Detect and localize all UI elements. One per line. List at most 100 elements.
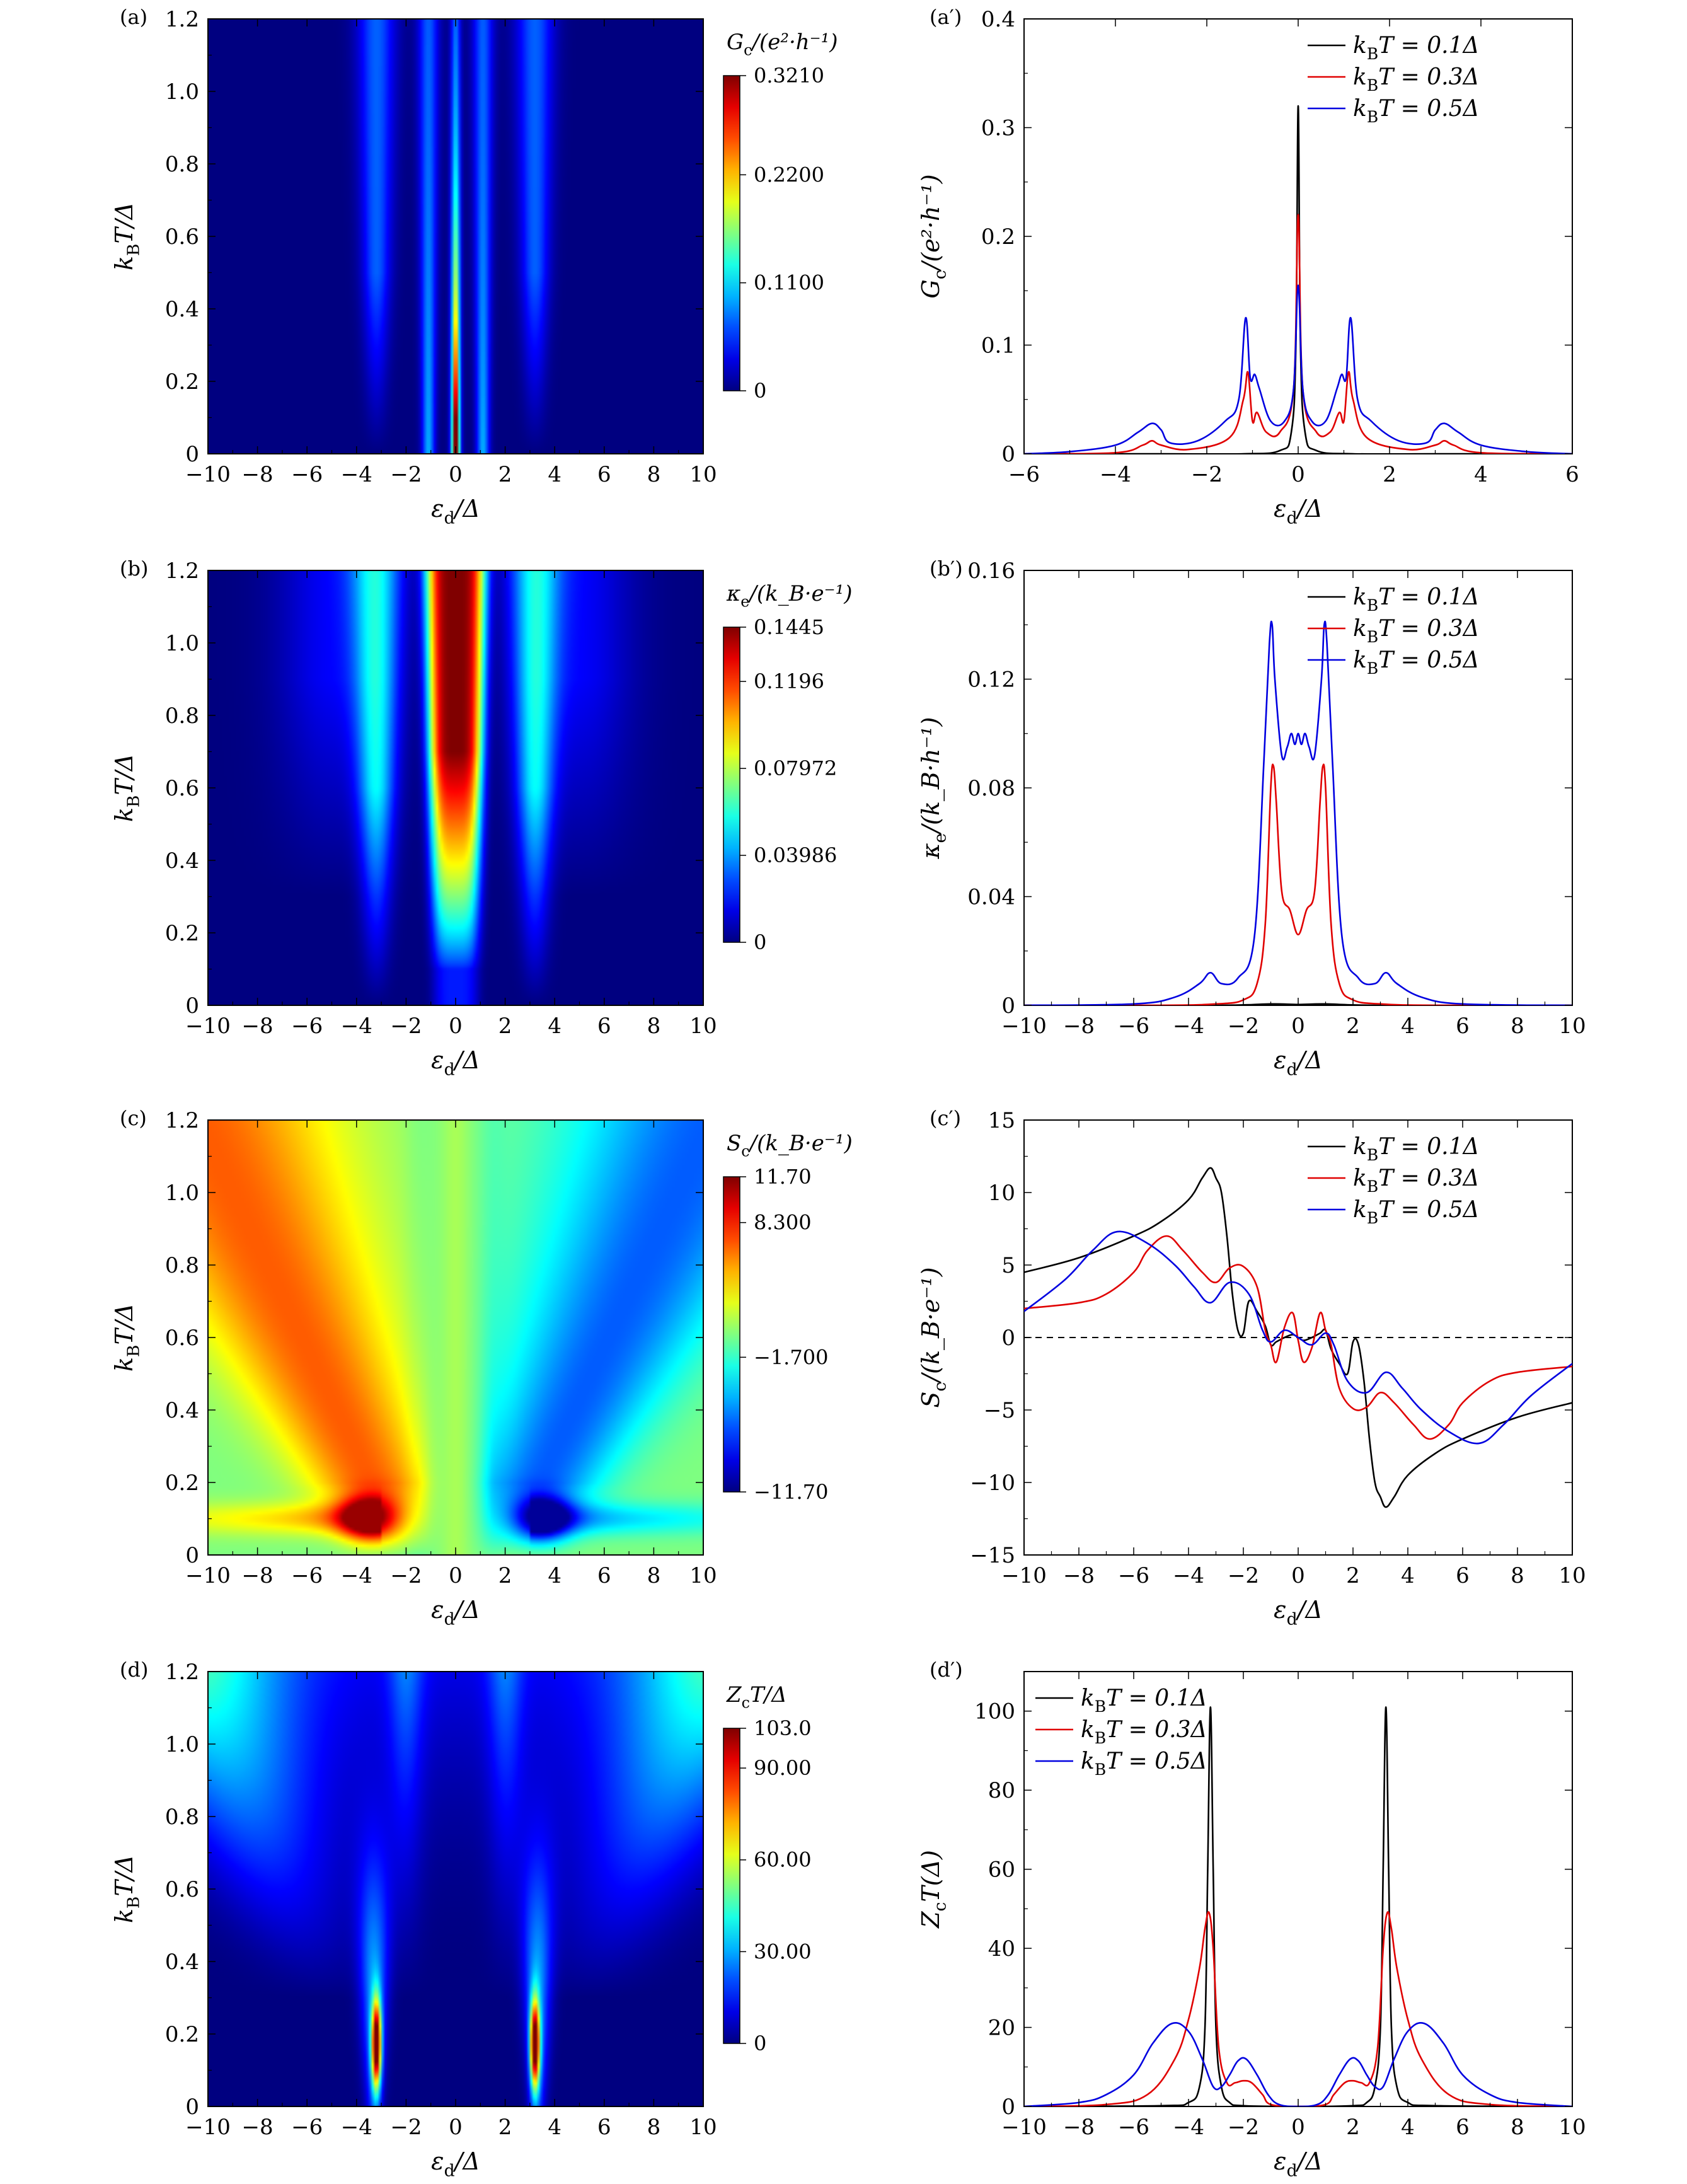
x-axis-label: εd/Δ — [431, 2147, 480, 2181]
colorbar-tick-label: 8.300 — [754, 1211, 812, 1235]
x-axis-label-tail: /Δ — [1295, 2147, 1323, 2175]
legend-rest: T = 0.1Δ — [1378, 1134, 1479, 1160]
x-tick-label: −2 — [1191, 462, 1223, 487]
legend-k: k — [1353, 64, 1367, 90]
colorbar-title: Sc/(k_B·e⁻¹) — [727, 1131, 853, 1160]
legend-entry: kBT = 0.5Δ — [1353, 647, 1480, 678]
panel-label: (a) — [120, 5, 147, 29]
x-tick-label: 2 — [498, 1014, 512, 1039]
x-tick-label: −4 — [1173, 1563, 1204, 1588]
y-tick-label: 1.0 — [165, 1732, 199, 1757]
x-tick-label: −8 — [242, 1014, 273, 1039]
y-axis-label-sub: c — [931, 1382, 950, 1392]
x-axis-label-tail: /Δ — [452, 2147, 480, 2175]
colorbar-tick-label: 0.07972 — [754, 756, 837, 780]
legend-rest: T = 0.5Δ — [1378, 1197, 1479, 1223]
panel-label: (d) — [120, 1658, 148, 1682]
x-tick-label: −8 — [1063, 2115, 1095, 2140]
x-tick-label: 2 — [1383, 462, 1396, 487]
legend-entry: kBT = 0.1Δ — [1353, 584, 1480, 615]
line-panel-5: −10 −8 −6 −4 −2 0 2 4 6 8 10−15−10−5051015εd/ΔSc/(… — [917, 1106, 1586, 1629]
panel-label: (b′) — [930, 557, 963, 581]
legend-k: k — [1353, 1134, 1367, 1160]
colorbar-title: κe/(k_B·e⁻¹) — [726, 581, 852, 611]
x-tick-label: 8 — [647, 1014, 661, 1039]
x-tick-label: −8 — [242, 1563, 273, 1588]
x-axis-label-base: ε — [431, 1596, 444, 1624]
x-tick-label: −6 — [1118, 2115, 1149, 2140]
legend-sub: B — [1095, 1760, 1106, 1779]
x-tick-label: 10 — [1558, 2115, 1586, 2140]
x-tick-label: 6 — [597, 2115, 611, 2140]
x-tick-label: 10 — [1558, 1014, 1586, 1039]
x-tick-label: 6 — [597, 1563, 611, 1588]
y-tick-label: 0.8 — [165, 1253, 199, 1278]
y-axis-label-base: κ — [917, 843, 945, 859]
colorbar-title: Gc/(e²·h⁻¹) — [727, 30, 838, 59]
colorbar-title-tail: /(e²·h⁻¹) — [751, 30, 838, 55]
y-tick-label: 0.8 — [165, 703, 199, 729]
y-tick-label: 20 — [988, 2016, 1015, 2041]
x-tick-label: 2 — [1346, 2115, 1360, 2140]
x-tick-label: 0 — [449, 462, 463, 487]
x-tick-label: −8 — [242, 462, 273, 487]
x-tick-label: 10 — [689, 462, 717, 487]
colorbar-tick-label: 0.1100 — [754, 271, 824, 295]
legend-entry: kBT = 0.5Δ — [1353, 96, 1480, 126]
legend-rest: T = 0.5Δ — [1378, 647, 1479, 673]
legend-sub: B — [1367, 1146, 1378, 1164]
x-tick-label: 0 — [449, 2115, 463, 2140]
legend-sub: B — [1367, 76, 1378, 95]
colorbar-title-tail: T/Δ — [750, 1682, 787, 1707]
x-axis-label-base: ε — [1274, 1046, 1286, 1074]
y-tick-label: 0.2 — [165, 921, 199, 946]
legend-entry: kBT = 0.1Δ — [1353, 33, 1480, 63]
x-tick-label: −2 — [390, 1563, 422, 1588]
heatmap-image — [208, 1672, 703, 2106]
colorbar-tick-label: 0 — [754, 2031, 766, 2055]
y-tick-label: 0.4 — [165, 848, 199, 874]
y-tick-label: 0.4 — [165, 1950, 199, 1975]
y-tick-label: −5 — [984, 1398, 1015, 1423]
x-tick-label: −2 — [1228, 1014, 1259, 1039]
series-line-1 — [1024, 1706, 1572, 2106]
x-axis-label: εd/Δ — [1274, 1596, 1323, 1629]
x-tick-label: 6 — [597, 1014, 611, 1039]
y-tick-label: 40 — [988, 1936, 1015, 1962]
x-axis-label-base: ε — [1274, 495, 1286, 523]
x-tick-label: −6 — [291, 2115, 323, 2140]
y-tick-label: 0.16 — [967, 558, 1015, 584]
y-tick-label: 100 — [974, 1699, 1015, 1725]
y-tick-label: 0 — [185, 442, 199, 467]
y-axis-label-sub: B — [124, 1897, 144, 1909]
y-axis-label-sub: e — [931, 833, 950, 843]
x-tick-label: 8 — [647, 2115, 661, 2140]
x-tick-label: −6 — [291, 1563, 323, 1588]
colorbar-title-base: S — [727, 1131, 741, 1156]
colorbar-title-sub: e — [740, 593, 749, 611]
x-tick-label: 0 — [1291, 462, 1305, 487]
y-axis-label: Sc/(k_B·e⁻¹) — [917, 1267, 950, 1407]
x-tick-label: −10 — [1001, 1014, 1047, 1039]
colorbar-tick-label: 11.70 — [754, 1165, 812, 1189]
y-tick-label: 0 — [1001, 442, 1015, 467]
y-axis-label: kBT/Δ — [110, 202, 144, 270]
x-tick-label: −2 — [1228, 2115, 1259, 2140]
legend-entry: kBT = 0.3Δ — [1353, 1165, 1480, 1196]
x-tick-label: −4 — [341, 1014, 372, 1039]
legend-k: k — [1353, 1165, 1367, 1191]
heatmap-panel-0: −10 −8 −6 −4 −2 0 2 4 6 8 1000.20.40.60.81.01.2εd/… — [110, 5, 838, 528]
y-axis-label-tail: /(e²·h⁻¹) — [917, 174, 945, 272]
y-tick-label: 1.0 — [165, 79, 199, 105]
colorbar-title-tail: /(k_B·e⁻¹) — [748, 1131, 853, 1156]
series-line-2 — [1024, 1235, 1572, 1440]
y-axis-label-base: k — [110, 1357, 138, 1372]
legend-k: k — [1353, 584, 1367, 610]
legend-sub: B — [1367, 659, 1378, 678]
legend-k: k — [1081, 1717, 1095, 1743]
y-axis-label: kBT/Δ — [110, 754, 144, 822]
y-tick-label: 1.2 — [165, 7, 199, 32]
x-axis-label-sub: d — [444, 1060, 455, 1080]
x-tick-label: 6 — [1565, 462, 1579, 487]
legend-k: k — [1353, 96, 1367, 122]
